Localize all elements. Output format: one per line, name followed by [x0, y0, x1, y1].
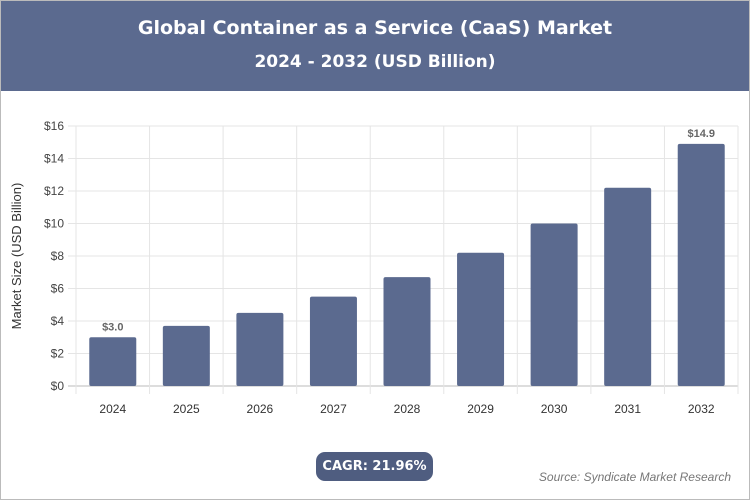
bar-2025 — [162, 325, 210, 386]
x-tick-label: 2027 — [320, 402, 347, 416]
cagr-badge: CAGR: 21.96% — [316, 452, 433, 481]
y-tick-label: $14 — [44, 152, 64, 166]
x-tick-label: 2029 — [467, 402, 494, 416]
x-tick-label: 2024 — [99, 402, 126, 416]
y-tick-label: $2 — [51, 347, 65, 361]
bar-2029 — [457, 252, 505, 386]
y-tick-label: $0 — [51, 379, 65, 393]
bar-2031 — [604, 187, 652, 386]
bar-2027 — [309, 296, 357, 386]
source-note: Source: Syndicate Market Research — [538, 470, 731, 484]
x-tick-label: 2026 — [247, 402, 274, 416]
y-tick-label: $8 — [51, 249, 65, 263]
y-tick-label: $6 — [51, 282, 65, 296]
chart-subtitle: 2024 - 2032 (USD Billion) — [254, 52, 496, 72]
bar-2024 — [89, 337, 137, 386]
x-tick-label: 2028 — [394, 402, 421, 416]
y-tick-label: $12 — [44, 184, 64, 198]
data-label: $14.9 — [687, 128, 715, 140]
bar-2030 — [530, 223, 578, 386]
bar-2032 — [677, 143, 725, 386]
x-tick-label: 2030 — [541, 402, 568, 416]
bar-2026 — [236, 312, 284, 386]
x-tick-label: 2031 — [614, 402, 641, 416]
y-tick-label: $4 — [51, 314, 65, 328]
y-tick-label: $16 — [44, 119, 64, 133]
x-tick-label: 2025 — [173, 402, 200, 416]
y-axis-label: Market Size (USD Billion) — [9, 183, 24, 330]
x-tick-label: 2032 — [688, 402, 715, 416]
y-tick-label: $10 — [44, 217, 64, 231]
bar-2028 — [383, 277, 431, 386]
data-label: $3.0 — [102, 321, 123, 333]
header-banner: Global Container as a Service (CaaS) Mar… — [1, 1, 749, 91]
chart-title: Global Container as a Service (CaaS) Mar… — [137, 17, 613, 39]
